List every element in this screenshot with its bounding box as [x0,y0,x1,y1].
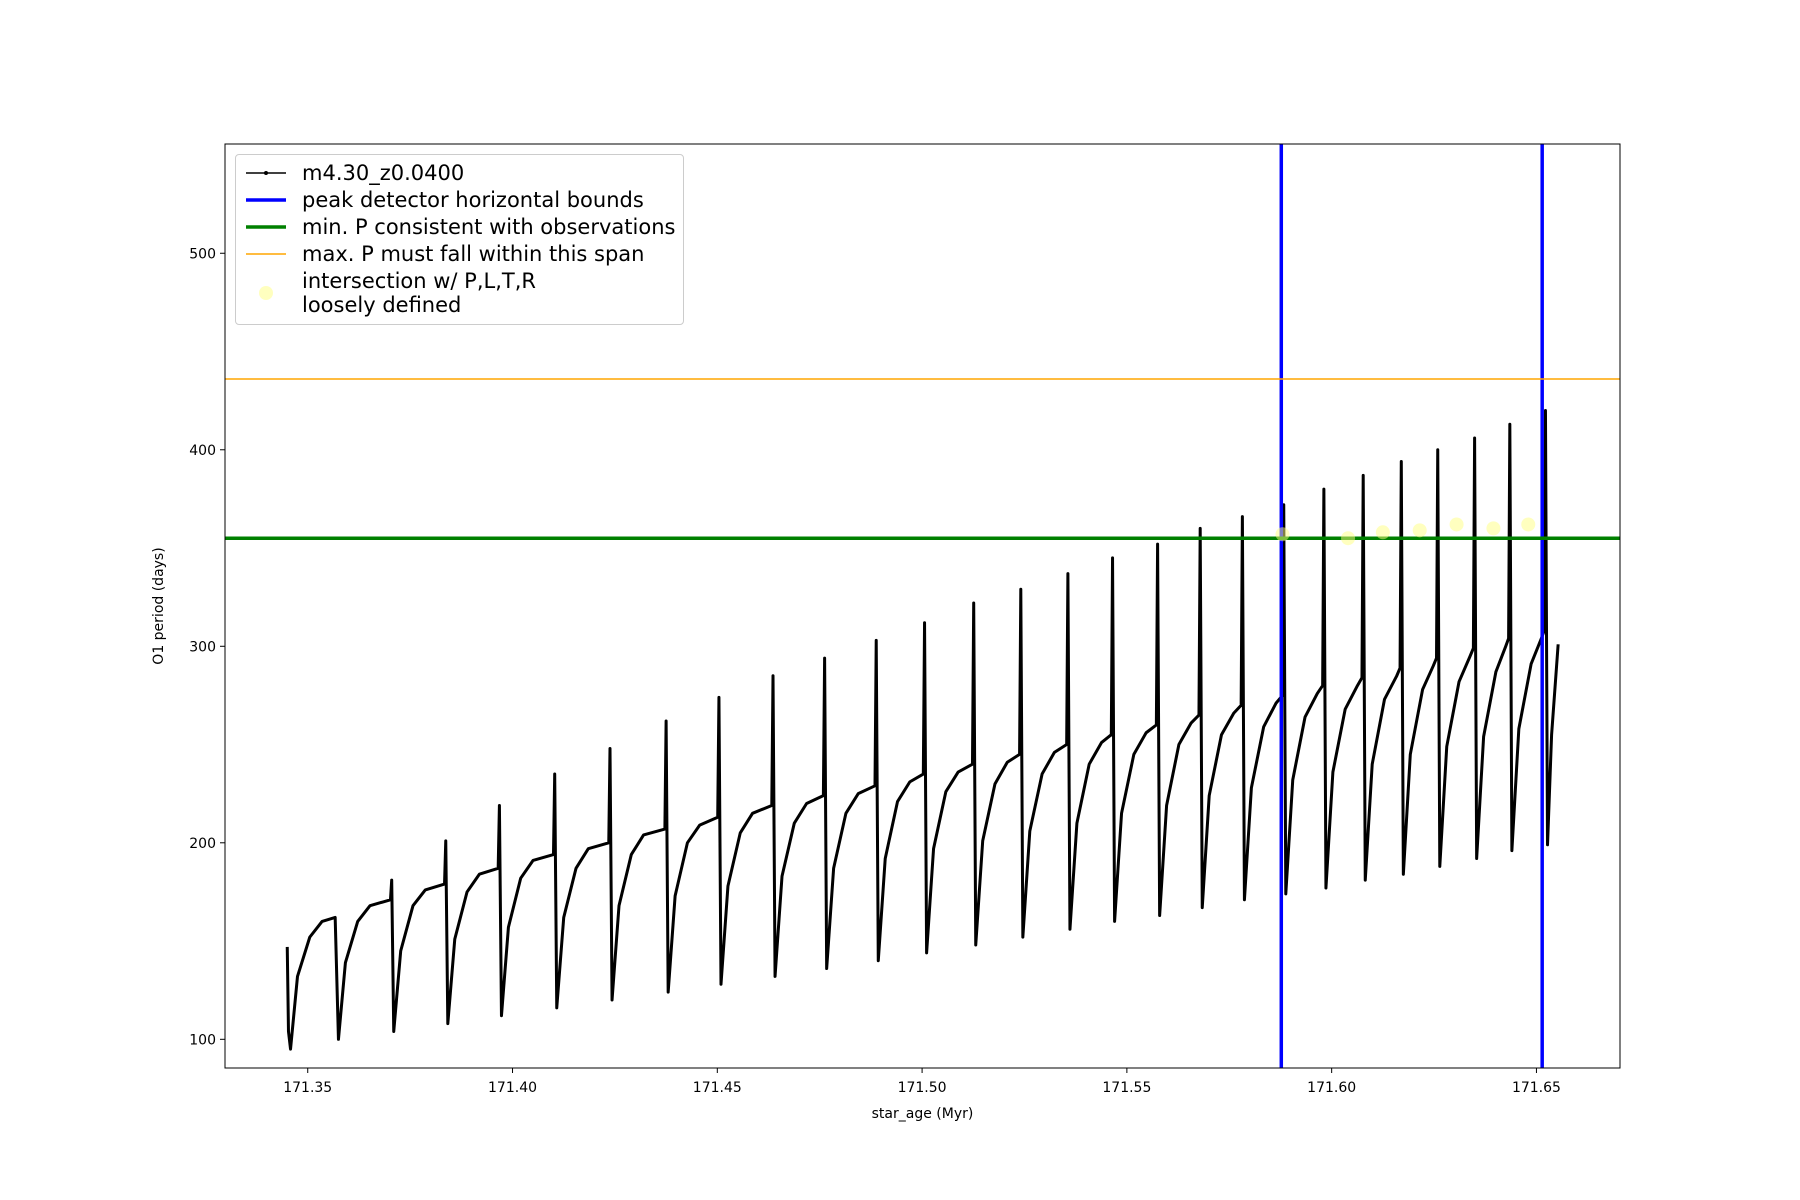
scatter-point [1275,527,1290,542]
legend-handle [259,286,273,300]
x-tick-label: 171.35 [283,1080,332,1096]
legend-handle [246,253,286,255]
plot-frame [224,143,1621,1069]
x-tick-label: 171.55 [1102,1080,1151,1096]
legend-handle [246,198,286,202]
y-tick-label: 200 [189,836,216,852]
y-axis-label: O1 period (days) [151,547,167,664]
y-tick-label: 300 [189,639,216,655]
legend-entry: m4.30_z0.0400 [244,161,675,185]
y-tick-label: 500 [189,246,216,262]
scatter-point [1412,523,1427,538]
legend-handle [246,171,286,175]
scatter-point [1375,525,1390,540]
scatter-point [1449,517,1464,532]
legend-entry: intersection w/ P,L,T,R loosely defined [244,269,675,317]
scatter-point [1341,531,1356,546]
legend-entry: max. P must fall within this span [244,242,675,266]
scatter-point [1486,521,1501,536]
y-tick-label: 100 [189,1032,216,1048]
x-axis-label: star_age (Myr) [872,1106,974,1122]
x-tick-label: 171.40 [488,1080,537,1096]
plot-area [225,144,1620,1068]
legend-entry: peak detector horizontal bounds [244,188,675,212]
x-tick-label: 171.45 [693,1080,742,1096]
legend-label: intersection w/ P,L,T,R loosely defined [302,269,536,317]
legend-handle [246,225,286,229]
data-line [285,408,1560,1051]
legend-label: min. P consistent with observations [302,215,676,239]
scatter-point [1521,517,1536,532]
legend-label: m4.30_z0.0400 [302,161,465,185]
legend-label: peak detector horizontal bounds [302,188,644,212]
x-tick-label: 171.60 [1307,1080,1356,1096]
x-tick-label: 171.65 [1512,1080,1561,1096]
legend-marker [264,171,268,175]
y-tick-label: 400 [189,443,216,459]
legend-label: max. P must fall within this span [302,242,645,266]
legend-entry: min. P consistent with observations [244,215,675,239]
x-tick-label: 171.50 [898,1080,947,1096]
legend-marker [259,286,273,300]
